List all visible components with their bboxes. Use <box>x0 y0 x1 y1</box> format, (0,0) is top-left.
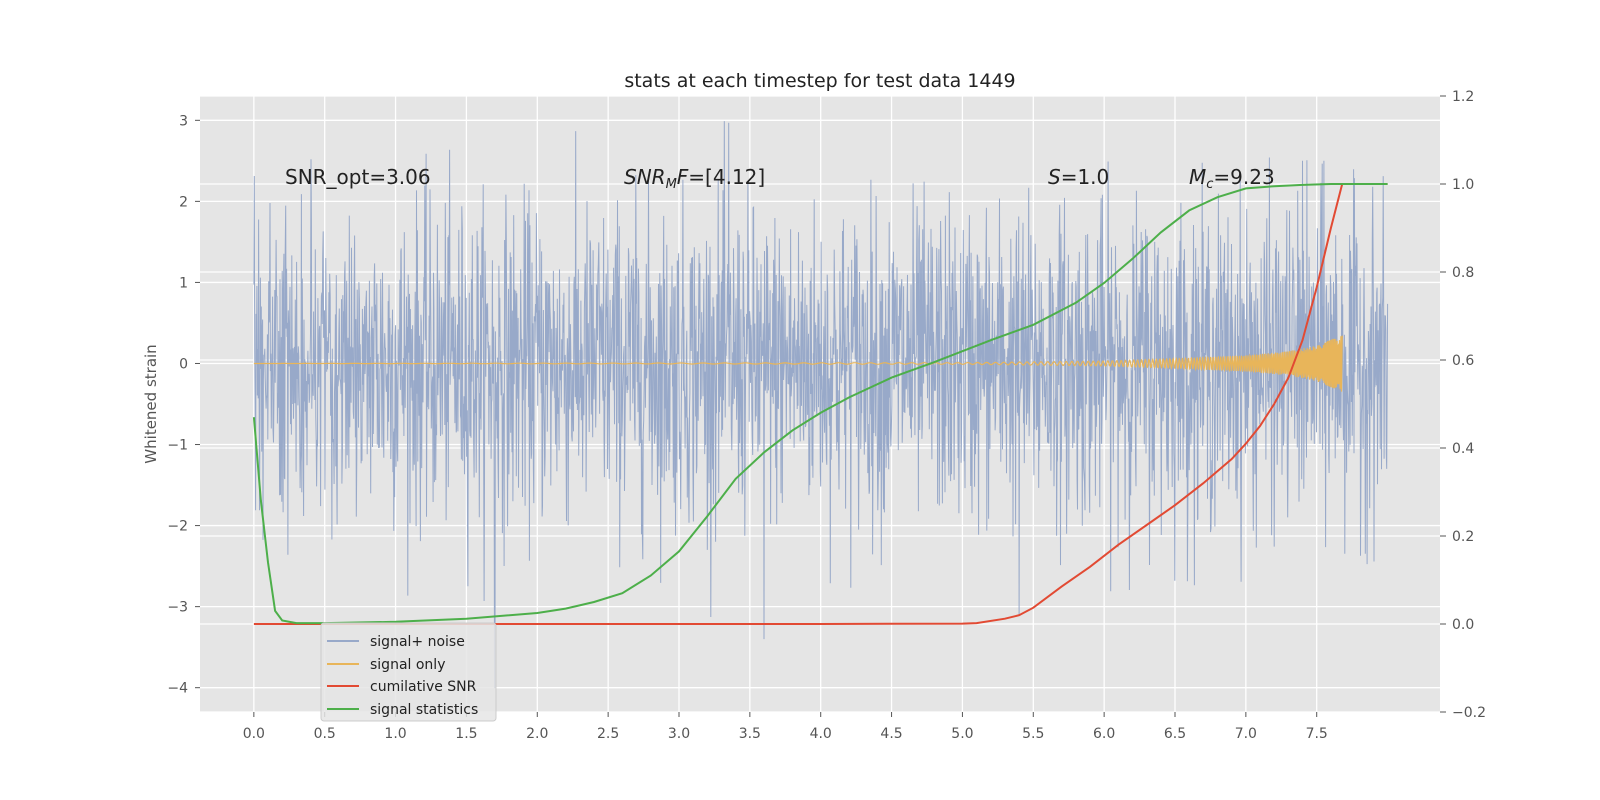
y-tick-label: −3 <box>167 600 188 616</box>
legend-box <box>320 622 497 722</box>
annotation-mc: Mc=9.23 <box>1189 165 1275 192</box>
y2-tick-label: −0.2 <box>1452 705 1486 721</box>
y-axis-right: 1.2 1.0 0.8 0.6 0.4 0.2 0.0 −0.2 <box>1440 89 1486 721</box>
y-tick-label: −2 <box>167 519 188 535</box>
y-tick-label: 1 <box>179 275 188 291</box>
annotation-mc-symbol: M <box>1189 165 1206 189</box>
annotation-snr-mf: SNRMF=[4.12] <box>624 165 765 192</box>
y-tick-label: −1 <box>167 438 188 454</box>
y-axis-left: 3 2 1 0 −1 −2 −3 −4 <box>167 113 200 697</box>
x-tick-label: 5.0 <box>951 726 973 742</box>
legend-label-signal-statistics: signal statistics <box>370 702 478 718</box>
y2-tick-label: 0.6 <box>1452 353 1474 369</box>
annotation-s-value: =1.0 <box>1061 165 1110 189</box>
y-tick-label: 2 <box>179 194 188 210</box>
annotation-mc-value: =9.23 <box>1213 165 1274 189</box>
chart-title: stats at each timestep for test data 144… <box>624 70 1015 92</box>
x-tick-label: 7.5 <box>1306 726 1328 742</box>
annotation-snr-mf-value: =[4.12] <box>688 165 765 189</box>
annotation-s-symbol: S <box>1048 165 1061 189</box>
x-tick-label: 5.5 <box>1022 726 1044 742</box>
x-tick-label: 7.0 <box>1235 726 1257 742</box>
y2-tick-label: 0.4 <box>1452 441 1474 457</box>
series-signal-only <box>253 335 1343 392</box>
y2-tick-label: 1.0 <box>1452 177 1474 193</box>
x-tick-label: 4.5 <box>880 726 902 742</box>
x-tick-label: 3.0 <box>668 726 690 742</box>
y2-tick-label: 0.0 <box>1452 617 1474 633</box>
x-tick-label: 3.5 <box>739 726 761 742</box>
y-axis-label: Whitened strain <box>142 344 160 463</box>
x-tick-label: 1.5 <box>455 726 477 742</box>
y2-tick-label: 0.8 <box>1452 265 1474 281</box>
legend-label-cumulative-snr: cumilative SNR <box>370 679 477 695</box>
y-tick-label: 3 <box>179 113 188 129</box>
x-tick-label: 0.5 <box>314 726 336 742</box>
legend-label-signal-only: signal only <box>370 657 445 673</box>
x-axis: 0.0 0.5 1.0 1.5 2.0 2.5 3.0 3.5 4.0 4.5 5.0 5.5 6.0 6… <box>243 712 1328 742</box>
annotation-snr-mf-f: F <box>677 165 689 189</box>
annotation-snr-mf-subscript: M <box>666 177 677 192</box>
y2-tick-label: 0.2 <box>1452 529 1474 545</box>
y-tick-label: −4 <box>167 681 188 697</box>
y-tick-label: 0 <box>179 356 188 372</box>
x-tick-label: 6.0 <box>1093 726 1115 742</box>
annotation-s: S=1.0 <box>1048 165 1109 189</box>
series-signal-noise <box>253 121 1389 689</box>
x-tick-label: 1.0 <box>384 726 406 742</box>
x-tick-label: 2.0 <box>526 726 548 742</box>
annotation-mc-subscript: c <box>1206 177 1213 192</box>
x-tick-label: 4.0 <box>810 726 832 742</box>
x-tick-label: 0.0 <box>243 726 265 742</box>
annotation-snr-opt: SNR_opt=3.06 <box>285 165 431 189</box>
legend: signal+ noise signal only cumilative SNR… <box>320 622 497 722</box>
y2-tick-label: 1.2 <box>1452 89 1474 105</box>
series-cumulative-snr <box>253 183 1388 625</box>
x-tick-label: 6.5 <box>1164 726 1186 742</box>
x-tick-label: 2.5 <box>597 726 619 742</box>
legend-label-signal-noise: signal+ noise <box>370 634 465 650</box>
annotation-snr-mf-symbol: SNR <box>624 165 666 189</box>
